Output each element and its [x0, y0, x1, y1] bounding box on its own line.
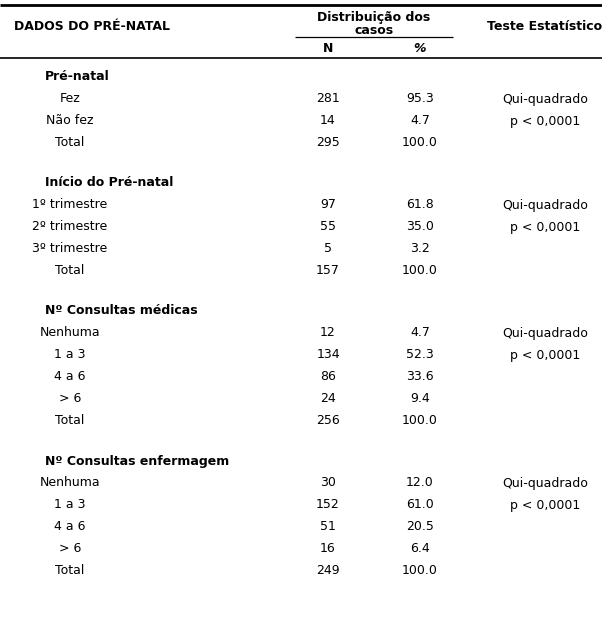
Text: 295: 295 — [316, 137, 340, 150]
Text: 256: 256 — [316, 415, 340, 427]
Text: 100.0: 100.0 — [402, 265, 438, 277]
Text: Pré-natal: Pré-natal — [45, 70, 110, 84]
Text: 1º trimestre: 1º trimestre — [33, 199, 108, 212]
Text: > 6: > 6 — [59, 392, 81, 406]
Text: 249: 249 — [316, 564, 340, 578]
Text: 6.4: 6.4 — [410, 543, 430, 555]
Text: 30: 30 — [320, 477, 336, 489]
Text: 16: 16 — [320, 543, 336, 555]
Text: 12.0: 12.0 — [406, 477, 434, 489]
Text: 157: 157 — [316, 265, 340, 277]
Text: 100.0: 100.0 — [402, 564, 438, 578]
Text: 100.0: 100.0 — [402, 137, 438, 150]
Text: DADOS DO PRÉ-NATAL: DADOS DO PRÉ-NATAL — [14, 20, 170, 33]
Text: Não fez: Não fez — [46, 114, 94, 128]
Text: Nenhuma: Nenhuma — [40, 477, 101, 489]
Text: 61.8: 61.8 — [406, 199, 434, 212]
Text: 100.0: 100.0 — [402, 415, 438, 427]
Text: 97: 97 — [320, 199, 336, 212]
Text: 52.3: 52.3 — [406, 348, 434, 362]
Text: 5: 5 — [324, 242, 332, 256]
Text: Início do Pré-natal: Início do Pré-natal — [45, 176, 173, 190]
Text: 2º trimestre: 2º trimestre — [33, 220, 108, 233]
Text: 20.5: 20.5 — [406, 521, 434, 534]
Text: Nº Consultas médicas: Nº Consultas médicas — [45, 305, 197, 318]
Text: 1 a 3: 1 a 3 — [54, 348, 85, 362]
Text: Fez: Fez — [60, 93, 81, 105]
Text: 24: 24 — [320, 392, 336, 406]
Text: casos: casos — [355, 24, 394, 36]
Text: 134: 134 — [316, 348, 340, 362]
Text: 9.4: 9.4 — [410, 392, 430, 406]
Text: 55: 55 — [320, 220, 336, 233]
Text: Total: Total — [55, 265, 85, 277]
Text: 1 a 3: 1 a 3 — [54, 498, 85, 511]
Text: > 6: > 6 — [59, 543, 81, 555]
Text: 4.7: 4.7 — [410, 327, 430, 339]
Text: 3º trimestre: 3º trimestre — [33, 242, 108, 256]
Text: Qui-quadrado: Qui-quadrado — [502, 93, 588, 105]
Text: Distribuição dos: Distribuição dos — [317, 10, 430, 24]
Text: Total: Total — [55, 415, 85, 427]
Text: 152: 152 — [316, 498, 340, 511]
Text: Nenhuma: Nenhuma — [40, 327, 101, 339]
Text: 281: 281 — [316, 93, 340, 105]
Text: 4 a 6: 4 a 6 — [54, 371, 85, 383]
Text: p < 0,0001: p < 0,0001 — [510, 498, 580, 511]
Text: p < 0,0001: p < 0,0001 — [510, 114, 580, 128]
Text: Total: Total — [55, 564, 85, 578]
Text: 61.0: 61.0 — [406, 498, 434, 511]
Text: 95.3: 95.3 — [406, 93, 434, 105]
Text: Nº Consultas enfermagem: Nº Consultas enfermagem — [45, 454, 229, 468]
Text: Qui-quadrado: Qui-quadrado — [502, 477, 588, 489]
Text: 35.0: 35.0 — [406, 220, 434, 233]
Text: 4.7: 4.7 — [410, 114, 430, 128]
Text: N: N — [323, 42, 333, 54]
Text: Total: Total — [55, 137, 85, 150]
Text: p < 0,0001: p < 0,0001 — [510, 348, 580, 362]
Text: %: % — [414, 42, 426, 54]
Text: Qui-quadrado: Qui-quadrado — [502, 327, 588, 339]
Text: 4 a 6: 4 a 6 — [54, 521, 85, 534]
Text: 33.6: 33.6 — [406, 371, 434, 383]
Text: 51: 51 — [320, 521, 336, 534]
Text: 3.2: 3.2 — [410, 242, 430, 256]
Text: 86: 86 — [320, 371, 336, 383]
Text: 14: 14 — [320, 114, 336, 128]
Text: 12: 12 — [320, 327, 336, 339]
Text: p < 0,0001: p < 0,0001 — [510, 220, 580, 233]
Text: Teste Estatístico: Teste Estatístico — [488, 20, 602, 33]
Text: Qui-quadrado: Qui-quadrado — [502, 199, 588, 212]
